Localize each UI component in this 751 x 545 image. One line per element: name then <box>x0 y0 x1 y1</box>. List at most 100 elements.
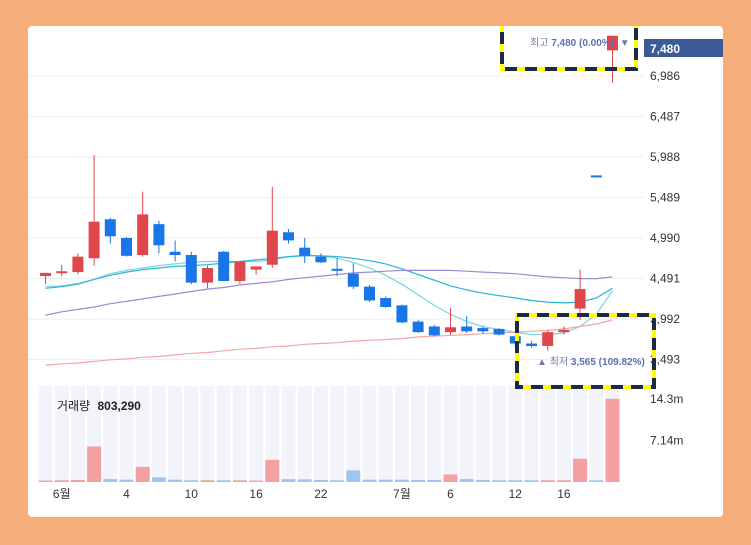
volume-column <box>232 386 247 482</box>
candle <box>574 269 586 320</box>
volume-bars <box>38 398 620 482</box>
candle <box>331 258 343 277</box>
candle <box>121 237 132 257</box>
chart-panel: 6,986 6,487 5,988 5,489 4,990 4,491 3,992 3,493… <box>28 26 723 517</box>
volume-bar <box>151 477 166 482</box>
moving-average-line <box>45 319 613 366</box>
candle-body <box>299 247 311 256</box>
volume-column <box>297 386 312 482</box>
candle-body <box>266 230 278 265</box>
volume-tick-label: 7.14m <box>650 433 683 447</box>
candle <box>428 324 440 337</box>
volume-bar <box>70 479 85 482</box>
price-chart[interactable]: 6,986 6,487 5,988 5,489 4,990 4,491 3,992 3,493… <box>28 26 723 517</box>
volume-column <box>249 386 264 482</box>
volume-bar <box>216 480 231 482</box>
candle <box>380 296 392 308</box>
volume-column <box>427 386 442 482</box>
volume-bar <box>540 480 555 482</box>
volume-label: 거래량 803,290 <box>57 399 141 413</box>
candle-body <box>40 272 51 277</box>
volume-value: 803,290 <box>97 399 141 413</box>
candle-body <box>202 267 213 283</box>
volume-bar <box>184 480 199 482</box>
candle-body <box>412 321 424 333</box>
volume-bar <box>103 479 118 482</box>
volume-bar <box>605 398 620 482</box>
candle-body <box>607 35 618 51</box>
candle <box>558 326 570 335</box>
volume-bar <box>492 480 507 482</box>
volume-bar <box>508 480 523 482</box>
current-price: 7,480 <box>650 42 680 56</box>
x-tick-label: 6 <box>447 487 454 501</box>
volume-column <box>265 386 280 482</box>
candle <box>396 304 408 324</box>
candle <box>607 35 618 83</box>
volume-column <box>168 386 183 482</box>
volume-bar <box>135 466 150 482</box>
candle <box>218 250 230 281</box>
candle <box>364 285 375 303</box>
candle-body <box>461 326 473 332</box>
low-label-prefix: 최저 <box>550 356 568 368</box>
volume-bar <box>38 480 53 482</box>
low-annotation: ▲ 최저 3,565 (109.82%) <box>515 313 656 389</box>
volume-column <box>492 386 507 482</box>
candle-body <box>121 237 132 256</box>
candle-body <box>380 298 392 307</box>
candle <box>526 341 537 348</box>
high-annotation: 최고 7,480 (0.00%) ▼ <box>500 26 638 71</box>
candle <box>169 240 181 262</box>
volume-bar <box>265 459 280 482</box>
volume-column <box>38 386 53 482</box>
volume-bar <box>524 480 539 482</box>
candle-body <box>445 327 456 333</box>
candle <box>590 175 602 178</box>
moving-average-line <box>45 254 613 336</box>
x-tick-label: 10 <box>185 487 199 501</box>
volume-column <box>443 386 458 482</box>
volume-bar <box>378 479 393 482</box>
y-tick-label: 3,493 <box>650 353 680 367</box>
candle-body <box>315 256 327 263</box>
volume-column <box>346 386 361 482</box>
candle <box>461 315 473 333</box>
y-tick-label: 6,487 <box>650 109 680 123</box>
volume-column <box>459 386 474 482</box>
candle-body <box>104 219 116 237</box>
volume-bar <box>475 479 490 482</box>
candle <box>493 328 505 336</box>
x-tick-label: 4 <box>123 487 130 501</box>
moving-average-line <box>45 255 613 304</box>
candles <box>40 35 618 351</box>
x-tick-label: 22 <box>314 487 328 501</box>
candle <box>40 272 51 285</box>
current-price-tag: 7,480 <box>644 39 723 57</box>
volume-bar <box>200 480 215 482</box>
candle-body <box>218 251 230 281</box>
candle <box>315 253 327 264</box>
y-tick-label: 6,986 <box>650 69 680 83</box>
x-tick-label: 16 <box>557 487 571 501</box>
candle-body <box>56 271 68 274</box>
volume-column <box>151 386 166 482</box>
volume-column <box>508 386 523 482</box>
candle-body <box>364 286 375 301</box>
y-axis: 6,986 6,487 5,988 5,489 4,990 4,491 3,992 3,493… <box>650 69 683 448</box>
low-label-value: 3,565 (109.82%) <box>571 357 645 368</box>
high-label-prefix: 최고 <box>530 37 548 49</box>
volume-bar <box>168 479 183 482</box>
volume-bar <box>281 479 296 482</box>
candle-body <box>137 214 149 256</box>
volume-bar <box>119 479 134 482</box>
candle <box>104 217 116 244</box>
volume-column <box>378 386 393 482</box>
volume-column <box>362 386 377 482</box>
volume-column <box>135 386 150 482</box>
volume-column <box>54 386 69 482</box>
volume-bar <box>443 474 458 482</box>
volume-column <box>556 386 571 482</box>
volume-bar <box>54 480 69 482</box>
candle-body <box>396 305 408 323</box>
